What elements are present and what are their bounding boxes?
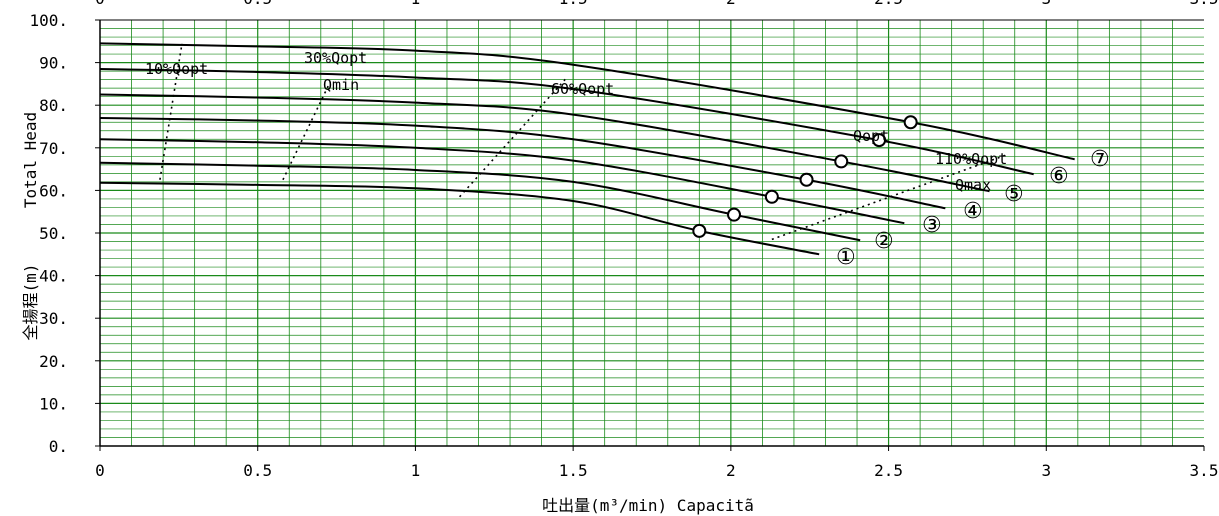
x-tick-label: 2.5 <box>874 461 903 480</box>
y-tick-label: 80. <box>39 96 68 115</box>
y-tick-label: 30. <box>39 309 68 328</box>
top-tick-label: 3.5 <box>1190 0 1219 8</box>
y-tick-label: 10. <box>39 394 68 413</box>
axis-labels: 吐出量(m³/min) Capacitã 全揚程(m) Total Head <box>21 112 754 515</box>
y-axis-label-jp: 全揚程(m) <box>21 264 40 341</box>
x-tick-label: 2 <box>726 461 736 480</box>
annotation-label: 30%Qopt <box>304 49 367 67</box>
series-marker-1: ① <box>836 245 856 270</box>
x-tick-label: 1.5 <box>559 461 588 480</box>
annotation-label: 110%Qopt <box>935 150 1007 168</box>
x-axis-label: 吐出量(m³/min) Capacitã <box>542 496 754 515</box>
annotation-label: 60%Qopt <box>551 80 614 98</box>
head-curve-2 <box>99 161 861 242</box>
qopt-point <box>764 189 779 204</box>
qopt-point <box>872 133 887 148</box>
series-marker-2: ② <box>874 229 894 254</box>
series-marker-6: ⑥ <box>1049 164 1069 189</box>
y-tick-label: 40. <box>39 267 68 286</box>
qopt-point <box>727 207 742 222</box>
top-tick-label: 1.5 <box>559 0 588 8</box>
x-tick-label: 1 <box>411 461 421 480</box>
head-curve-1 <box>99 181 820 256</box>
head-curve-7 <box>99 42 1075 161</box>
series-marker-4: ④ <box>963 199 983 224</box>
y-tick-label: 0. <box>49 437 68 456</box>
series-marker-7: ⑦ <box>1090 147 1110 172</box>
series-marker-5: ⑤ <box>1004 182 1024 207</box>
dotted-line <box>282 81 331 181</box>
head-curve-5 <box>99 93 990 193</box>
y-tick-label: 20. <box>39 352 68 371</box>
x-tick-label: 3.5 <box>1190 461 1219 480</box>
qopt-markers <box>692 115 918 238</box>
top-tick-label: 1 <box>411 0 421 8</box>
y-tick-label: 70. <box>39 139 68 158</box>
annotation-label: Qmax <box>955 176 991 194</box>
x-tick-label: 0.5 <box>243 461 272 480</box>
top-tick-label: 3 <box>1041 0 1051 8</box>
head-curve-6 <box>99 67 1034 176</box>
top-tick-label: 0.5 <box>243 0 272 8</box>
dotted-line <box>159 43 183 180</box>
y-tick-label: 100. <box>29 11 68 30</box>
y-tick-label: 60. <box>39 181 68 200</box>
top-tick-label: 2.5 <box>874 0 903 8</box>
y-tick-label: 90. <box>39 54 68 73</box>
top-tick-label: 0 <box>95 0 105 8</box>
qopt-point <box>903 115 918 130</box>
qopt-point <box>692 223 707 238</box>
qopt-point <box>799 172 814 187</box>
x-tick-label: 3 <box>1041 461 1051 480</box>
head-curve-3 <box>99 138 905 225</box>
qopt-point <box>834 154 849 169</box>
series-marker-3: ③ <box>922 213 942 238</box>
annotations: 10%Qopt 30%Qopt Qmin 60%Qopt Qopt 110%Qopt Qma… <box>145 49 1110 270</box>
plot-grid <box>100 20 1204 446</box>
top-tick-label: 2 <box>726 0 736 8</box>
annotation-label: Qmin <box>323 76 359 94</box>
tick-labels: 0 0.5 1 1.5 2 2.5 3 3.5 0 0.5 1 1.5 2 2.5 3 3.5 0. 10. 20.… <box>29 0 1218 480</box>
dotted-line <box>458 76 568 198</box>
qopt-reference-lines <box>159 43 1009 241</box>
y-tick-label: 50. <box>39 224 68 243</box>
x-tick-label: 0 <box>95 461 105 480</box>
annotation-label: Qopt <box>853 127 889 145</box>
annotation-label: 10%Qopt <box>145 60 208 78</box>
y-axis-label-en: Total Head <box>21 112 40 208</box>
